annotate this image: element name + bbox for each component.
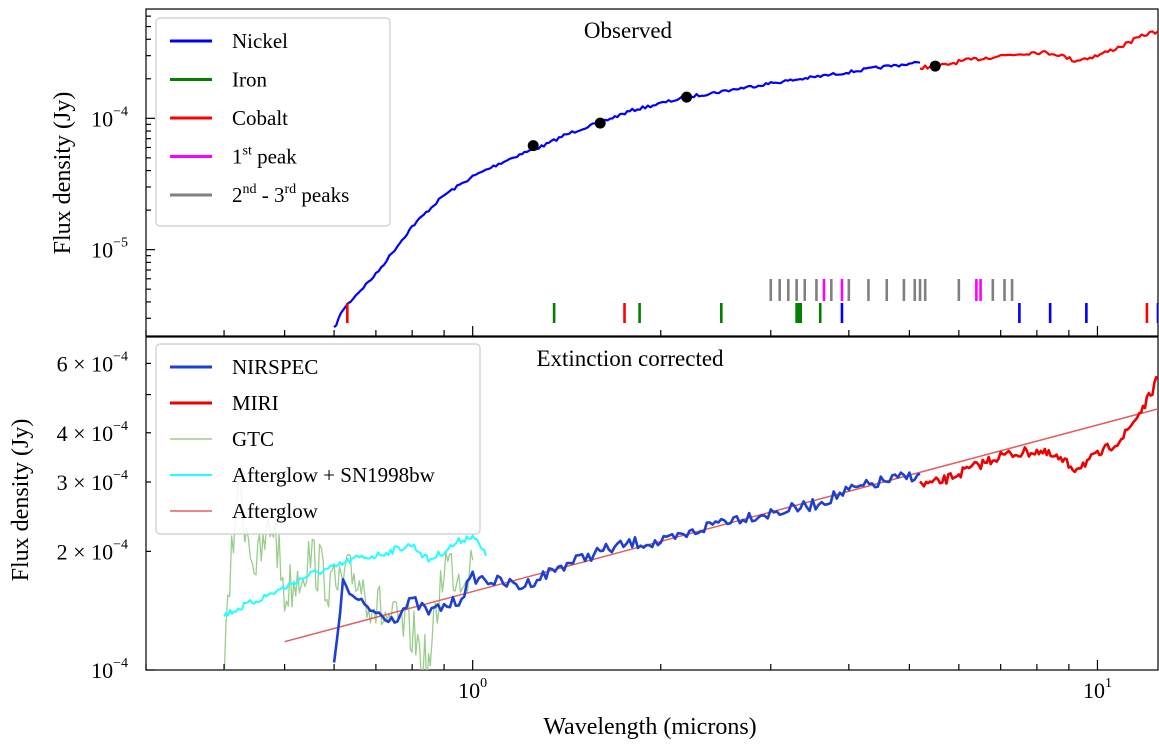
observed-photometry-points [527,60,941,152]
legend-label: MIRI [232,391,279,415]
y-tick-label: 6 × 10−4 [57,349,128,376]
corrected-series-nirspec [332,471,921,663]
x-axis-ticks: 100 101 [145,326,1112,703]
legend-label: 2nd - 3rd peaks [232,182,349,207]
legend-label: Afterglow [232,499,319,523]
legend-label: Nickel [232,29,288,53]
y-tick-label: 10−4 [91,104,128,131]
legend-label: Cobalt [232,106,288,130]
photometry-point [681,91,693,103]
observed-line-markers [346,279,1158,323]
observed-series-group [333,30,1158,329]
observed-y-axis-label: Flux density (Jy) [50,92,76,255]
photometry-point [929,60,941,72]
corrected-axes-frame [145,336,1159,671]
corrected-series-miri [919,375,1158,488]
x-tick-label: 101 [1083,676,1112,703]
y-tick-label: 4 × 10−4 [57,419,128,446]
observed-panel: 10−4 10−5 Observed Flux density (Jy) Nick… [50,8,1159,337]
observed-series-cobalt [919,30,1158,71]
observed-axes-frame [145,8,1159,337]
x-tick-label: 100 [458,676,487,703]
y-tick-label: 10−5 [91,236,128,263]
corrected-series-afterglow [284,408,1158,643]
legend-label: 1st peak [232,144,297,169]
observed-legend: Nickel Iron Cobalt 1st peak 2nd - 3rd peaks [155,17,391,227]
legend-label: Afterglow + SN1998bw [232,463,436,487]
corrected-y-axis-label: Flux density (Jy) [8,419,34,582]
x-axis-label: Wavelength (microns) [543,714,756,740]
y-tick-label: 2 × 10−4 [57,537,128,564]
observed-series-nickel [333,60,921,329]
photometry-point [594,117,606,129]
photometry-point [527,140,539,152]
legend-label: Iron [232,68,267,92]
y-tick-label: 10−4 [91,656,128,683]
corrected-legend-box [155,343,481,535]
observed-panel-title: Observed [584,18,673,43]
legend-label: GTC [232,427,274,451]
corrected-panel-title: Extinction corrected [536,346,724,371]
legend-label: NIRSPEC [232,355,318,379]
corrected-series-afterglow-sn1998bw [223,534,487,617]
extinction-corrected-panel: 10−4 2 × 10−4 3 × 10−4 4 × 10−4 6 × 10−4 Ext… [8,336,1159,683]
observed-legend-box [155,17,391,227]
y-tick-label: 3 × 10−4 [57,468,128,495]
corrected-legend: NIRSPEC MIRI GTC Afterglow + SN1998bw Afterg… [155,343,481,535]
corrected-y-ticks: 10−4 2 × 10−4 3 × 10−4 4 × 10−4 6 × 10−4 [57,349,155,683]
